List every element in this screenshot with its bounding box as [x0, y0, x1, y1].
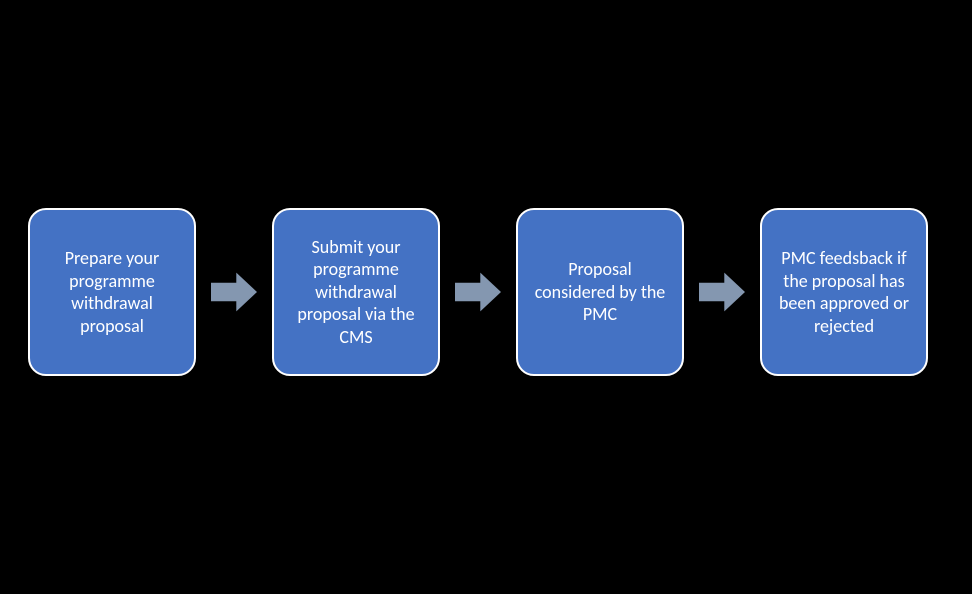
flow-node-label: PMC feedsback if the proposal has been a…: [774, 247, 914, 337]
flowchart-stage: Prepare your programme withdrawal propos…: [0, 0, 972, 594]
flow-node-n2: Submit your programme withdrawal proposa…: [272, 208, 440, 376]
flow-arrow: [455, 269, 501, 315]
flow-arrow: [699, 269, 745, 315]
flow-node-label: Submit your programme withdrawal proposa…: [286, 236, 426, 349]
flow-arrow: [211, 269, 257, 315]
flow-node-n4: PMC feedsback if the proposal has been a…: [760, 208, 928, 376]
flow-node-n3: Proposal considered by the PMC: [516, 208, 684, 376]
flow-node-label: Proposal considered by the PMC: [530, 258, 670, 326]
flow-node-n1: Prepare your programme withdrawal propos…: [28, 208, 196, 376]
flow-node-label: Prepare your programme withdrawal propos…: [42, 247, 182, 337]
